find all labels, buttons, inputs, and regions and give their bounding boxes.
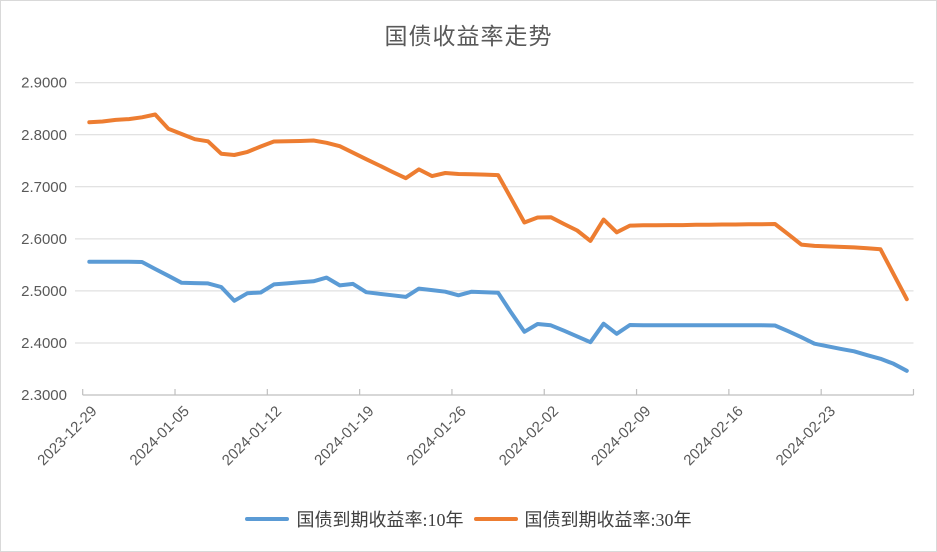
svg-text:2.7000: 2.7000 <box>21 179 67 196</box>
x-axis-labels: 2023-12-29 2024-01-05 2024-01-12 2024-01-19… <box>34 403 839 469</box>
svg-text:2.9000: 2.9000 <box>21 75 67 92</box>
svg-text:2.5000: 2.5000 <box>21 283 67 300</box>
gridlines <box>75 82 914 344</box>
legend-item-10y: 国债到期收益率:10年 <box>245 506 464 532</box>
legend-swatch-10y-icon <box>245 517 290 521</box>
series-30y-line <box>87 112 909 302</box>
legend-item-30y: 国债到期收益率:30年 <box>473 506 692 532</box>
series-10y-line <box>87 259 909 373</box>
legend: 国债到期收益率:10年 国债到期收益率:30年 <box>1 506 936 532</box>
legend-swatch-30y-icon <box>473 517 518 521</box>
legend-label-10y: 国债到期收益率:10年 <box>296 510 464 530</box>
svg-text:2.8000: 2.8000 <box>21 127 67 144</box>
svg-text:2024-02-16: 2024-02-16 <box>680 403 746 469</box>
legend-label-30y: 国债到期收益率:30年 <box>524 510 692 530</box>
svg-text:2023-12-29: 2023-12-29 <box>34 403 100 469</box>
svg-text:2024-02-09: 2024-02-09 <box>588 403 654 469</box>
y-axis-labels: 2.3000 2.4000 2.5000 2.6000 2.7000 2.8000 2.90… <box>21 75 67 404</box>
x-axis <box>82 389 915 396</box>
svg-text:2024-02-23: 2024-02-23 <box>773 403 839 469</box>
svg-text:2.4000: 2.4000 <box>21 335 67 352</box>
svg-text:2.6000: 2.6000 <box>21 231 67 248</box>
svg-text:2024-02-02: 2024-02-02 <box>496 403 562 469</box>
svg-text:2024-01-26: 2024-01-26 <box>403 403 469 469</box>
svg-text:2.3000: 2.3000 <box>21 387 67 404</box>
svg-text:2024-01-12: 2024-01-12 <box>219 403 285 469</box>
svg-text:2024-01-19: 2024-01-19 <box>311 403 377 469</box>
svg-text:2024-01-05: 2024-01-05 <box>127 403 193 469</box>
chart-title: 国债收益率走势 <box>384 24 553 49</box>
